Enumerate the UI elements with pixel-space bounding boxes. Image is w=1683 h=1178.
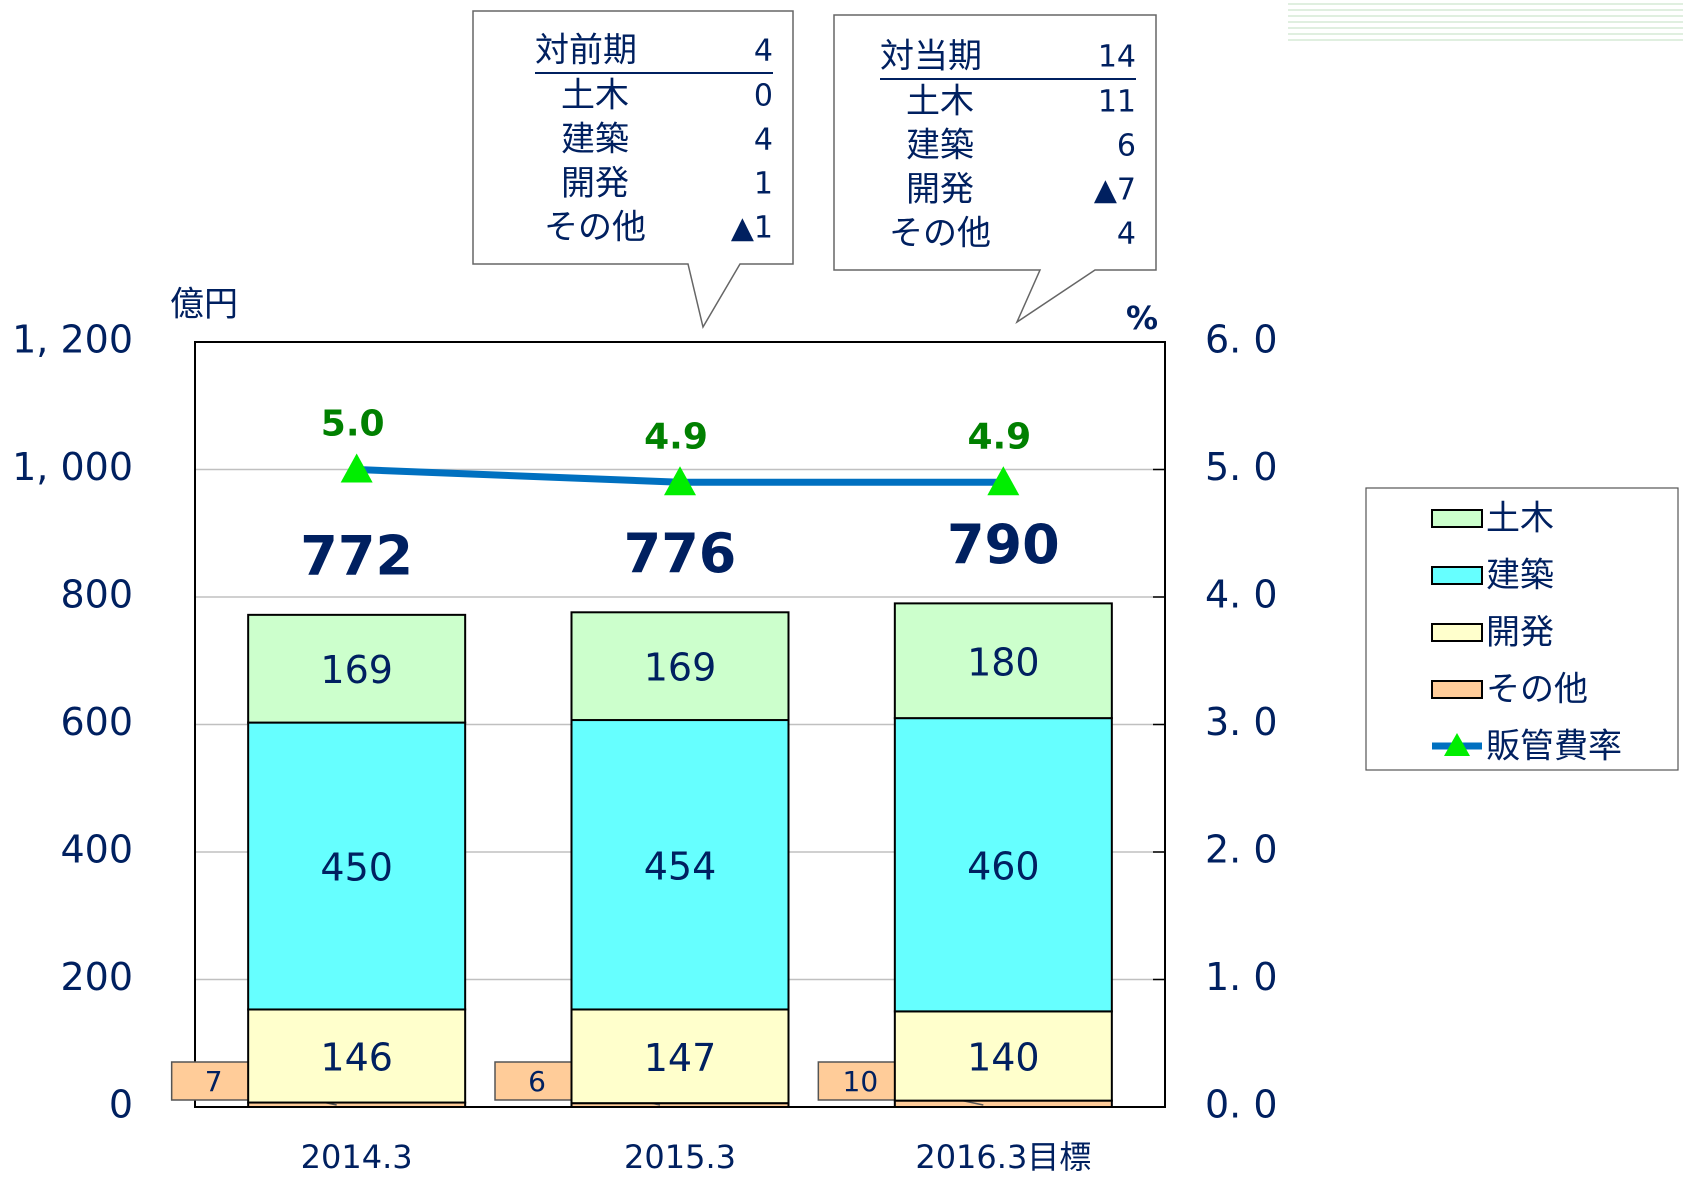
y-axis-unit: 億円 xyxy=(170,285,238,325)
annotation-value: 11 xyxy=(1098,85,1136,120)
legend-swatch xyxy=(1431,623,1483,642)
bar-segment xyxy=(893,717,1113,1013)
y-tick-label: 1, 000 xyxy=(12,445,133,489)
annotation-value: 4 xyxy=(1117,217,1136,252)
line-value-label: 4.9 xyxy=(967,416,1031,457)
bar-value-label: 7 xyxy=(205,1065,223,1098)
y-tick-label: 0 xyxy=(109,1083,133,1127)
bar-segment xyxy=(247,613,467,724)
bar-segment xyxy=(570,611,790,722)
x-tick-label: 2016.3目標 xyxy=(915,1138,1091,1176)
small-callout xyxy=(817,1061,904,1101)
small-callout xyxy=(170,1061,257,1101)
line-marker xyxy=(664,466,696,496)
legend-label: その他 xyxy=(1486,670,1588,710)
legend-box xyxy=(1365,487,1679,771)
total-label: 776 xyxy=(624,522,737,585)
annotation-value: ▲7 xyxy=(1094,173,1136,208)
y2-tick-label: 6. 0 xyxy=(1205,318,1278,362)
annotation-value: 4 xyxy=(754,123,773,158)
bar-segment xyxy=(893,602,1113,720)
annotation-label: その他 xyxy=(544,208,646,248)
bar-value-label: 10 xyxy=(843,1065,879,1098)
legend-swatch xyxy=(1431,509,1483,528)
bar-value-label: 180 xyxy=(967,640,1040,684)
bar-value-label: 146 xyxy=(320,1036,393,1080)
line-marker xyxy=(340,453,373,483)
annotation-value: ▲1 xyxy=(731,211,773,246)
annotation-label: 土木 xyxy=(561,76,629,116)
bar-value-label: 460 xyxy=(967,844,1040,888)
legend-swatch xyxy=(1431,566,1483,585)
annotation-label: 建築 xyxy=(561,120,629,160)
legend-label: 土木 xyxy=(1486,499,1554,539)
y-tick-label: 200 xyxy=(60,955,133,999)
bar-value-label: 169 xyxy=(320,648,393,692)
bar-segment xyxy=(893,1010,1113,1102)
y-tick-label: 800 xyxy=(60,573,133,617)
legend-label: 建築 xyxy=(1486,556,1554,596)
legend-swatch xyxy=(1431,680,1483,699)
y2-tick-label: 0. 0 xyxy=(1205,1083,1278,1127)
bar-value-label: 147 xyxy=(644,1036,717,1080)
total-label: 772 xyxy=(300,524,413,587)
bar-value-label: 169 xyxy=(644,646,717,690)
bar-value-label: 450 xyxy=(320,846,393,890)
annotation-value: 0 xyxy=(754,79,773,114)
annotation-label: 開発 xyxy=(906,170,974,210)
line-value-label: 4.9 xyxy=(644,416,708,457)
total-label: 790 xyxy=(947,513,1060,576)
bar-segment xyxy=(570,1008,790,1105)
y-tick-label: 400 xyxy=(60,828,133,872)
annotation-label: その他 xyxy=(889,214,991,254)
y2-axis-unit: % xyxy=(1126,299,1158,337)
line-marker xyxy=(987,466,1020,496)
annotation-header-value: 14 xyxy=(1098,40,1136,75)
annotation-header: 対当期 xyxy=(880,37,982,77)
annotation-label: 建築 xyxy=(906,126,974,166)
annotation-header-value: 4 xyxy=(754,34,773,69)
bar-segment xyxy=(570,719,790,1011)
annotation-value: 1 xyxy=(754,167,773,202)
bar-value-label: 140 xyxy=(967,1036,1040,1080)
y-tick-label: 600 xyxy=(60,700,133,744)
callout-box xyxy=(833,14,1157,325)
y2-tick-label: 5. 0 xyxy=(1205,445,1278,489)
y2-tick-label: 4. 0 xyxy=(1205,573,1278,617)
line-value-label: 5.0 xyxy=(321,404,385,445)
x-tick-label: 2014.3 xyxy=(301,1138,413,1176)
annotation-value: 6 xyxy=(1117,129,1136,164)
annotation-label: 開発 xyxy=(561,164,629,204)
bar-value-label: 6 xyxy=(528,1065,546,1098)
callout-box xyxy=(472,10,794,329)
y2-tick-label: 2. 0 xyxy=(1205,828,1278,872)
y-tick-label: 1, 200 xyxy=(12,318,133,362)
y2-tick-label: 3. 0 xyxy=(1205,700,1278,744)
y2-tick-label: 1. 0 xyxy=(1205,955,1278,999)
legend-label: 開発 xyxy=(1486,613,1554,653)
legend-marker xyxy=(1444,733,1470,756)
decor-stripes xyxy=(1288,3,1683,41)
annotation-header: 対前期 xyxy=(535,31,637,71)
bar-value-label: 454 xyxy=(644,844,717,888)
x-tick-label: 2015.3 xyxy=(624,1138,736,1176)
bar-segment xyxy=(247,721,467,1011)
legend-label: 販管費率 xyxy=(1486,727,1622,767)
annotation-label: 土木 xyxy=(906,82,974,122)
